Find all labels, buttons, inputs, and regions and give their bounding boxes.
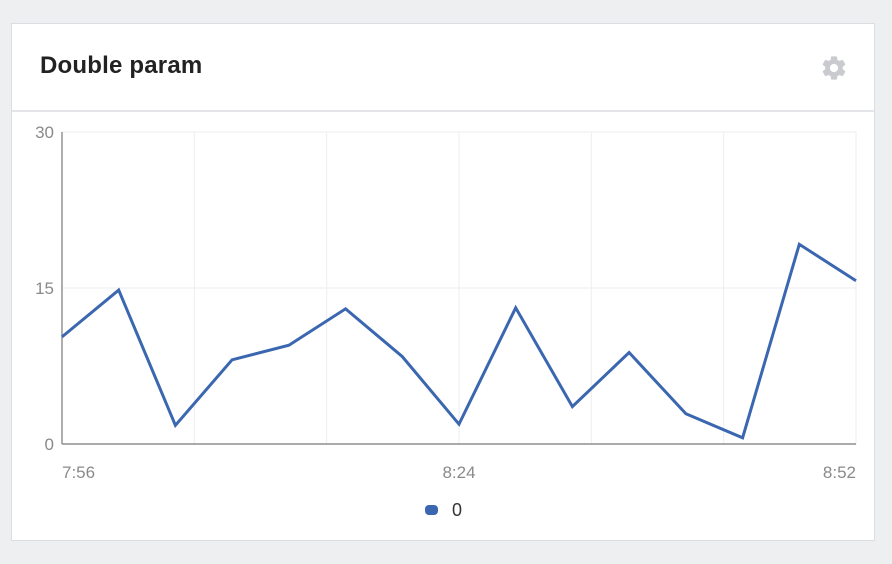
line-chart: 0 15 30 7:56 8:24 8:52 0 [35, 123, 857, 520]
gear-icon[interactable] [820, 54, 848, 82]
widget-title: Double param [40, 52, 203, 79]
grid [62, 131, 857, 444]
x-tick-label: 8:24 [442, 463, 475, 482]
axes: 0 15 30 7:56 8:24 8:52 [35, 123, 856, 482]
chart-area: 0 15 30 7:56 8:24 8:52 0 [12, 112, 876, 542]
widget-header: Double param [12, 24, 874, 112]
legend[interactable]: 0 [425, 500, 462, 520]
x-tick-label: 7:56 [62, 463, 95, 482]
series-layer [61, 241, 857, 440]
legend-label[interactable]: 0 [452, 500, 462, 520]
y-tick-label: 30 [35, 123, 54, 142]
chart-widget: Double param 0 15 30 7:56 8:24 8:52 0 [11, 23, 875, 541]
y-tick-label: 0 [45, 435, 54, 454]
legend-marker[interactable] [425, 505, 438, 515]
y-tick-label: 15 [35, 279, 54, 298]
x-tick-label: 8:52 [823, 463, 856, 482]
series-line-0 [61, 241, 857, 440]
